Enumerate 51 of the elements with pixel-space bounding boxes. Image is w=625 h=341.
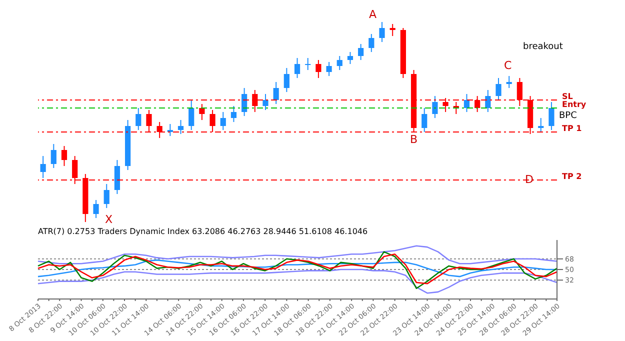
annotation: X xyxy=(105,213,113,226)
candlestick xyxy=(188,100,194,130)
candlestick xyxy=(326,62,332,76)
candlestick xyxy=(242,88,248,116)
candlestick xyxy=(40,156,46,178)
candlestick xyxy=(294,58,300,78)
ref-line-label: TP 1 xyxy=(562,124,582,133)
candlestick xyxy=(496,78,502,100)
candlestick xyxy=(538,118,544,132)
candlestick xyxy=(199,104,205,120)
candlestick xyxy=(358,44,364,60)
candlestick xyxy=(548,102,554,130)
annotation: D xyxy=(525,173,534,186)
candlestick xyxy=(422,108,428,132)
candlestick xyxy=(262,94,268,110)
candlestick xyxy=(178,120,184,134)
line-series xyxy=(37,259,558,278)
ref-line-label: SL xyxy=(562,92,573,101)
chart-title: ATR(7) 0.2753 Traders Dynamic Index 63.2086 46.2763 28.9446 51.6108 46.1046 xyxy=(38,227,368,236)
candlestick xyxy=(284,68,290,92)
line-series xyxy=(37,251,558,290)
candlestick xyxy=(230,106,237,122)
candlestick xyxy=(506,76,512,88)
annotation: breakout xyxy=(523,42,563,53)
text: A xyxy=(369,8,377,21)
candlestick xyxy=(93,200,99,218)
candlestick xyxy=(347,52,354,64)
candlestick xyxy=(464,94,470,112)
candlestick xyxy=(305,58,311,70)
candlestick xyxy=(50,144,56,168)
candlestick xyxy=(368,34,374,52)
candlestick xyxy=(273,82,279,104)
candlestick xyxy=(379,22,385,42)
candlestick xyxy=(316,60,322,78)
candlestick xyxy=(336,56,342,70)
candlestick xyxy=(61,146,68,166)
candlestick xyxy=(114,160,120,194)
candlestick xyxy=(432,96,438,118)
line-series xyxy=(37,268,558,294)
annotation: B xyxy=(410,133,418,146)
annotation: C xyxy=(504,59,512,72)
candlestick xyxy=(485,90,491,112)
line-series xyxy=(37,245,558,264)
candlestick xyxy=(390,24,396,36)
candlestick xyxy=(136,108,142,130)
ref-line-label: TP 2 xyxy=(562,172,582,181)
line-series xyxy=(37,254,558,284)
candlestick xyxy=(104,184,110,208)
text: BPC xyxy=(559,111,577,122)
ref-line-label: Entry xyxy=(562,100,587,109)
candlestick xyxy=(220,112,226,130)
